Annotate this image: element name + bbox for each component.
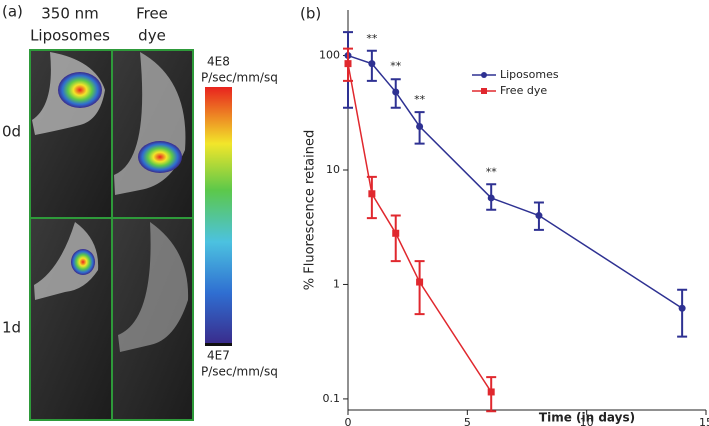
- legend-label: Liposomes: [500, 68, 559, 81]
- y-axis-label: % Fluorescence retained: [303, 130, 318, 290]
- panel-label: (b): [300, 5, 321, 23]
- row-label: 1d: [2, 319, 21, 337]
- colorbar-label: 4E8: [207, 55, 230, 69]
- column-header: Free: [136, 5, 168, 23]
- panel-label: (a): [2, 3, 23, 21]
- marker: [678, 304, 686, 312]
- mouse: [118, 222, 189, 352]
- x-tick-label: 5: [464, 416, 471, 426]
- annotation: **: [366, 32, 378, 45]
- colorbar-label: 4E7: [207, 349, 230, 363]
- panel-b: (b) 0.1 1 10 100 0 5 10 15 Time (in days) % Fluor…: [300, 5, 709, 426]
- legend-marker: [481, 72, 487, 78]
- x-tick-label: 15: [699, 416, 709, 426]
- error-bar: [677, 288, 688, 338]
- marker: [487, 388, 495, 396]
- panel-a: (a) 350 nm Liposomes Free dye 0d 1d 4E8 …: [2, 3, 278, 421]
- x-tick-label: 10: [580, 416, 594, 426]
- row-label: 0d: [2, 123, 21, 141]
- column-header: dye: [138, 27, 166, 45]
- colorbar-unit: P/sec/mm/sq: [201, 365, 278, 379]
- legend-marker: [481, 88, 487, 94]
- marker: [368, 60, 376, 68]
- mouse: [34, 222, 99, 300]
- annotation: **: [390, 60, 402, 73]
- error-bar: [414, 260, 425, 316]
- colorbar-unit: P/sec/mm/sq: [201, 71, 278, 85]
- error-bar: [366, 175, 377, 220]
- y-tick-label: 100: [319, 49, 340, 62]
- signal: [138, 141, 182, 173]
- y-tick-label: 10: [326, 163, 340, 176]
- x-tick-label: 0: [345, 416, 352, 426]
- marker: [416, 278, 424, 286]
- marker: [392, 88, 400, 96]
- column-header: Liposomes: [30, 27, 110, 45]
- signal: [71, 249, 95, 275]
- error-bar: [390, 214, 401, 263]
- signal: [58, 72, 102, 108]
- marker: [487, 194, 495, 202]
- annotation: **: [414, 93, 426, 106]
- legend-label: Free dye: [500, 84, 547, 97]
- marker: [344, 60, 352, 68]
- annotation: **: [486, 166, 498, 179]
- marker: [392, 229, 400, 237]
- x-axis-label: Time (in days): [539, 411, 635, 425]
- y-tick-label: 1: [333, 277, 340, 290]
- y-tick-label: 0.1: [323, 392, 341, 405]
- colorbar-end: [205, 343, 232, 346]
- marker: [535, 212, 543, 220]
- column-header: 350 nm: [41, 5, 99, 23]
- marker: [416, 122, 424, 130]
- marker: [368, 190, 376, 198]
- colorbar: [205, 87, 232, 345]
